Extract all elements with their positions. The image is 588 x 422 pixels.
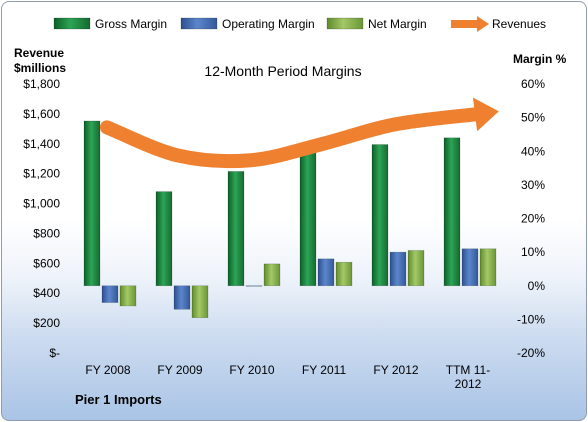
- chart-title: 12-Month Period Margins: [204, 63, 361, 79]
- gross-margin-bar: [83, 120, 101, 287]
- net-margin-bar: [119, 285, 137, 307]
- gross-margin-bar: [227, 171, 245, 287]
- left-tick-label: $600: [33, 256, 60, 270]
- left-axis-label-line2: $millions: [14, 61, 66, 75]
- right-tick-label: 20%: [521, 212, 545, 226]
- legend-arrowhead: [477, 16, 489, 32]
- legend-swatch-gross-margin: [53, 17, 91, 30]
- gross-margin-bar: [155, 191, 173, 287]
- right-axis-label: Margin %: [513, 52, 567, 66]
- company-label: Pier 1 Imports: [75, 392, 162, 407]
- left-tick-label: $200: [33, 316, 60, 330]
- right-tick-label: -20%: [517, 346, 545, 360]
- left-tick-label: $400: [33, 286, 60, 300]
- gross-margin-bar: [299, 150, 317, 287]
- left-tick-label: $1,000: [23, 197, 60, 211]
- revenues-arrowhead: [472, 97, 499, 132]
- revenues-line: [100, 106, 486, 169]
- left-tick-label: $1,400: [23, 137, 60, 151]
- category-labels: FY 2008 FY 2009 FY 2010 FY 2011 FY 2012 TTM 1…: [85, 363, 490, 391]
- left-tick-label: $1,200: [23, 167, 60, 181]
- bars: [83, 120, 497, 318]
- revenue-line: [100, 97, 499, 169]
- gross-margin-bar: [371, 144, 389, 287]
- category-label: TTM 11-2012: [446, 363, 490, 391]
- operating-margin-bar: [317, 258, 335, 287]
- legend-label-net-margin: Net Margin: [368, 17, 427, 31]
- legend-swatch-operating-margin: [180, 17, 218, 30]
- legend-label-operating-margin: Operating Margin: [222, 17, 315, 31]
- right-tick-label: 30%: [521, 178, 545, 192]
- right-tick-label: -10%: [517, 312, 545, 326]
- net-margin-bar: [191, 285, 209, 318]
- operating-margin-bar: [389, 251, 407, 287]
- left-tick-label: $1,600: [23, 107, 60, 121]
- operating-margin-bar: [461, 248, 479, 287]
- net-margin-bar: [263, 263, 281, 287]
- right-tick-label: 0%: [528, 279, 546, 293]
- right-tick-label: 10%: [521, 245, 545, 259]
- left-tick-label: $-: [49, 346, 60, 360]
- left-tick-label: $1,800: [23, 77, 60, 91]
- right-tick-label: 50%: [521, 111, 545, 125]
- category-label: FY 2009: [157, 363, 202, 377]
- legend-swatch-net-margin: [326, 17, 364, 30]
- net-margin-bar: [479, 248, 497, 287]
- net-margin-bar: [407, 250, 425, 287]
- right-tick-label: 60%: [521, 77, 545, 91]
- left-axis-label-line1: Revenue: [14, 46, 64, 60]
- category-label: FY 2012: [373, 363, 418, 377]
- right-tick-label: 40%: [521, 144, 545, 158]
- legend: Gross Margin Operating Margin Net Margin Re…: [53, 16, 546, 32]
- category-label: FY 2010: [229, 363, 274, 377]
- net-margin-bar: [335, 261, 353, 287]
- right-axis-ticks: -20% -10% 0% 10% 20% 30% 40% 50% 60%: [517, 77, 545, 360]
- category-label: FY 2008: [85, 363, 130, 377]
- category-label: FY 2011: [302, 363, 347, 377]
- operating-margin-bar: [101, 285, 119, 303]
- left-axis-ticks: $- $200 $400 $600 $800 $1,000 $1,200 $1,400 $1,6…: [23, 77, 60, 360]
- legend-label-gross-margin: Gross Margin: [95, 17, 167, 31]
- operating-margin-bar: [245, 285, 263, 287]
- operating-margin-bar: [173, 285, 191, 310]
- left-tick-label: $800: [33, 226, 60, 240]
- legend-label-revenues: Revenues: [492, 17, 546, 31]
- gross-margin-bar: [443, 137, 461, 287]
